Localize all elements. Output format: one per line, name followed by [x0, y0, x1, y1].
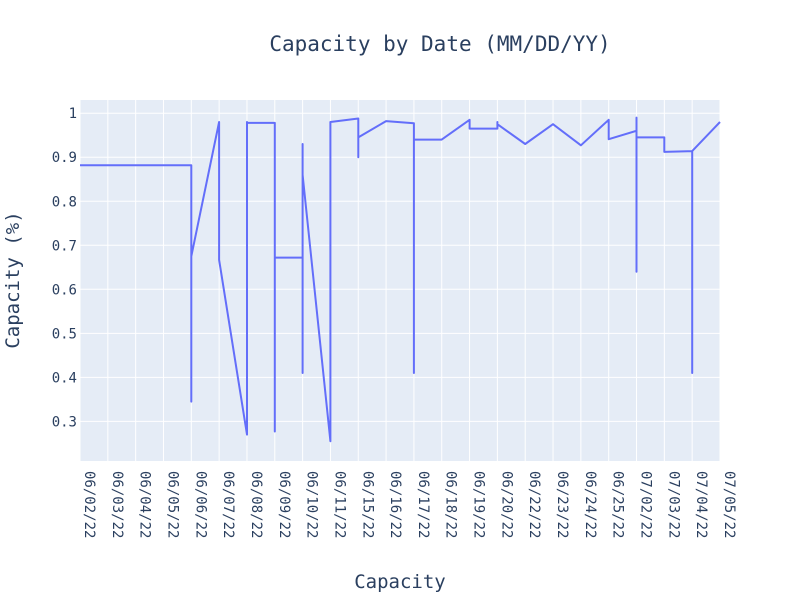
x-tick-label: 06/11/22 — [331, 471, 347, 538]
x-tick-label: 06/09/22 — [276, 471, 292, 538]
x-tick-label: 06/15/22 — [359, 471, 375, 538]
y-tick-labels: 0.3 0.4 0.5 0.6 0.7 0.8 0.9 1 — [52, 106, 77, 430]
y-tick-label: 0.8 — [52, 194, 77, 210]
x-tick-label: 06/19/22 — [471, 471, 487, 538]
x-tick-label: 06/25/22 — [610, 471, 626, 538]
x-tick-label: 06/16/22 — [387, 471, 403, 538]
x-tick-label: 06/06/22 — [192, 471, 208, 538]
x-tick-label: 06/02/22 — [81, 471, 97, 538]
x-tick-label: 07/04/22 — [693, 471, 709, 538]
series-layer — [80, 116, 721, 443]
x-tick-label: 06/07/22 — [220, 471, 236, 538]
y-tick-label: 0.7 — [52, 238, 77, 254]
x-tick-label: 07/02/22 — [638, 471, 654, 538]
y-tick-label: 0.6 — [52, 282, 77, 298]
x-tick-label: 06/24/22 — [582, 471, 598, 538]
x-tick-label: 06/05/22 — [164, 471, 180, 538]
x-tick-label: 07/03/22 — [665, 471, 681, 538]
x-tick-label: 06/20/22 — [498, 471, 514, 538]
x-tick-label: 06/22/22 — [526, 471, 542, 538]
x-tick-label: 06/17/22 — [415, 471, 431, 538]
chart-title: Capacity by Date (MM/DD/YY) — [269, 32, 610, 56]
x-tick-label: 06/10/22 — [304, 471, 320, 538]
y-tick-label: 0.3 — [52, 414, 77, 430]
x-tick-label: 06/18/22 — [443, 471, 459, 538]
y-tick-label: 0.5 — [52, 326, 77, 342]
y-tick-label: 1 — [69, 106, 77, 122]
x-tick-label: 06/04/22 — [137, 471, 153, 538]
capacity-series-line — [80, 116, 721, 443]
x-tick-label: 07/05/22 — [721, 471, 737, 538]
x-tick-label: 06/03/22 — [109, 471, 125, 538]
plot-area — [80, 100, 720, 461]
x-axis-title: Capacity — [354, 571, 446, 593]
y-tick-label: 0.4 — [52, 370, 77, 386]
x-tick-label: 06/08/22 — [248, 471, 264, 538]
y-axis-title: Capacity (%) — [2, 211, 24, 348]
y-tick-label: 0.9 — [52, 150, 77, 166]
x-tick-label: 06/23/22 — [554, 471, 570, 538]
x-tick-labels: 06/02/22 06/03/22 06/04/22 06/05/22 06/06/22… — [81, 471, 737, 538]
y-gridlines — [80, 112, 720, 422]
